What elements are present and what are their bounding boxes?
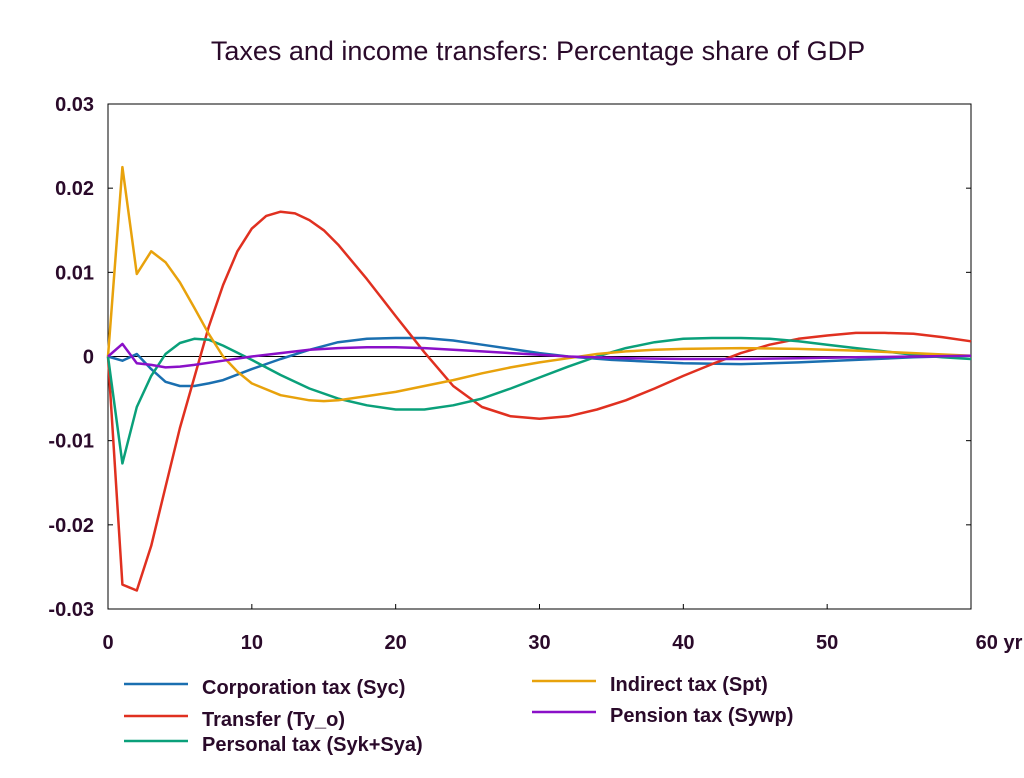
x-tick-label: 0 bbox=[102, 632, 113, 654]
y-tick-label: -0.01 bbox=[48, 431, 94, 453]
legend-label: Transfer (Ty_o) bbox=[202, 709, 345, 731]
axes: 0.03 0.02 0.01 0 -0.01 -0.02 -0.03 0 10 20 30 40 50 6… bbox=[48, 94, 1022, 654]
y-tick-label: 0.03 bbox=[55, 94, 94, 116]
legend-label: Pension tax (Sywp) bbox=[610, 705, 793, 727]
x-tick-label: 40 bbox=[672, 632, 694, 654]
legend-label: Personal tax (Syk+Sya) bbox=[202, 734, 423, 756]
chart-title: Taxes and income transfers: Percentage s… bbox=[211, 36, 865, 66]
y-tick-label: -0.03 bbox=[48, 599, 94, 621]
x-tick-label: 50 bbox=[816, 632, 838, 654]
y-tick-label: 0 bbox=[83, 347, 94, 369]
legend-label: Corporation tax (Syc) bbox=[202, 677, 405, 699]
series-line-2 bbox=[106, 210, 972, 592]
series-line-3 bbox=[106, 336, 972, 465]
series-lines bbox=[106, 165, 972, 592]
y-tick-label: 0.01 bbox=[55, 262, 94, 284]
series-line-5 bbox=[107, 342, 972, 369]
x-tick-label: 10 bbox=[241, 632, 263, 654]
x-tick-label: 30 bbox=[528, 632, 550, 654]
series-line-4 bbox=[106, 165, 972, 403]
x-tick-label: 60 yr bbox=[976, 632, 1023, 654]
y-tick-label: 0.02 bbox=[55, 178, 94, 200]
x-tick-label: 20 bbox=[385, 632, 407, 654]
legend: Corporation tax (Syc) Transfer (Ty_o) Pers… bbox=[124, 674, 793, 756]
legend-label: Indirect tax (Spt) bbox=[610, 674, 768, 696]
y-tick-label: -0.02 bbox=[48, 515, 94, 537]
